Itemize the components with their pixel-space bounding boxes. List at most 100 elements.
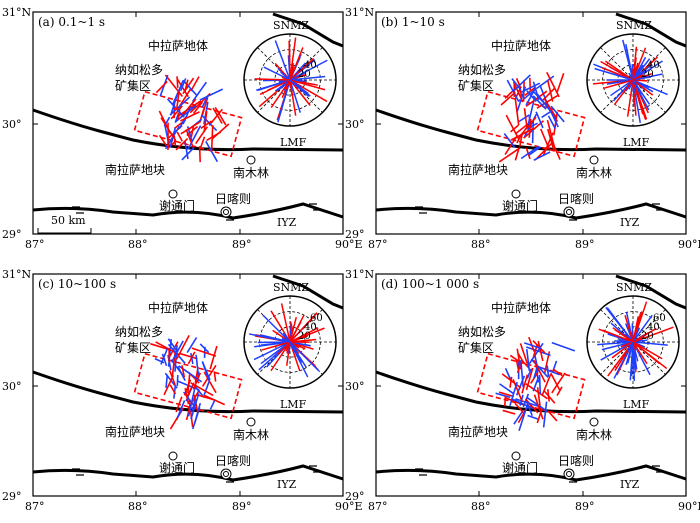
snmz-label: SNMZ <box>616 19 652 32</box>
snmz-fault <box>615 274 687 310</box>
nanmulin-marker <box>246 155 256 165</box>
rikaze-label: 日喀则 <box>558 454 594 468</box>
nanlasa-label: 南拉萨地块 <box>105 162 165 177</box>
rose-radial-tick: 40 <box>647 322 660 333</box>
rikaze-label: 日喀则 <box>215 192 251 206</box>
y-tick-label: 30° <box>345 380 365 393</box>
snmz-fault <box>272 12 344 48</box>
zhonglasa-label: 中拉萨地体 <box>491 300 551 315</box>
iyz-label: IYZ <box>277 478 297 491</box>
ore-district-label-1: 纳如松多 <box>115 324 163 339</box>
x-tick-label: 90°E <box>678 500 700 513</box>
rikaze-label: 日喀则 <box>558 192 594 206</box>
snmz-fault <box>615 12 687 48</box>
nanmulin-label: 南木林 <box>233 427 269 442</box>
rose-radial-tick: 20 <box>641 331 654 342</box>
x-tick-label: 87° <box>25 238 45 251</box>
ore-district-label-2: 矿集区 <box>458 78 494 93</box>
nanlasa-label: 南拉萨地块 <box>448 424 508 439</box>
nanlasa-label: 南拉萨地块 <box>448 162 508 177</box>
lmf-fault <box>32 370 344 414</box>
rose-radial-tick: 20 <box>298 331 311 342</box>
nanmulin-marker <box>246 417 256 427</box>
xietongmen-marker <box>511 451 521 461</box>
iyz-fault <box>32 202 344 220</box>
panel-label: (b) 1~10 s <box>381 15 445 29</box>
ore-district-label-2: 矿集区 <box>115 340 151 355</box>
lmf-fault <box>32 108 344 152</box>
snmz-label: SNMZ <box>273 281 309 294</box>
x-tick-label: 88° <box>128 238 148 251</box>
lmf-fault <box>375 370 687 414</box>
panel-frame <box>375 273 687 497</box>
y-tick-label: 29° <box>345 490 365 503</box>
x-tick-label: 90°E <box>335 238 363 251</box>
y-tick-label: 31°N <box>345 268 374 281</box>
x-tick-label: 89° <box>575 500 595 513</box>
x-tick-label: 89° <box>232 500 252 513</box>
xietongmen-label: 谢通门 <box>159 198 195 213</box>
x-tick-label: 87° <box>25 500 45 513</box>
panel-label: (a) 0.1~1 s <box>38 15 105 29</box>
nanmulin-marker <box>589 417 599 427</box>
xietongmen-marker <box>511 189 521 199</box>
ore-district-label-1: 纳如松多 <box>115 62 163 77</box>
panel-frame <box>375 11 687 235</box>
nanmulin-label: 南木林 <box>576 427 612 442</box>
y-tick-label: 30° <box>345 118 365 131</box>
rikaze-label: 日喀则 <box>215 454 251 468</box>
ore-district-box <box>133 352 243 420</box>
x-tick-label: 88° <box>128 500 148 513</box>
rose-radial-tick: 40 <box>647 60 660 71</box>
xietongmen-marker <box>168 189 178 199</box>
nanlasa-label: 南拉萨地块 <box>105 424 165 439</box>
rose-radial-tick: 60 <box>653 313 666 324</box>
ore-district-label-2: 矿集区 <box>115 78 151 93</box>
xietongmen-marker <box>168 451 178 461</box>
ore-district-label-2: 矿集区 <box>458 340 494 355</box>
rose-radial-tick: 40 <box>304 60 317 71</box>
panel-frame <box>32 11 344 235</box>
y-tick-label: 29° <box>2 490 22 503</box>
scale-label: 50 km <box>51 214 86 227</box>
x-tick-label: 88° <box>471 238 491 251</box>
xietongmen-label: 谢通门 <box>159 460 195 475</box>
x-tick-label: 89° <box>232 238 252 251</box>
rose-radial-tick: 20 <box>641 69 654 80</box>
lmf-label: LMF <box>623 136 650 149</box>
iyz-label: IYZ <box>277 216 297 229</box>
lmf-fault <box>375 108 687 152</box>
ore-district-box <box>476 352 586 420</box>
lmf-label: LMF <box>280 136 307 149</box>
x-tick-label: 87° <box>368 238 388 251</box>
snmz-label: SNMZ <box>616 281 652 294</box>
iyz-fault <box>375 202 687 220</box>
zhonglasa-label: 中拉萨地体 <box>148 38 208 53</box>
xietongmen-label: 谢通门 <box>502 198 538 213</box>
lmf-label: LMF <box>623 398 650 411</box>
y-tick-label: 31°N <box>345 6 374 19</box>
snmz-label: SNMZ <box>273 19 309 32</box>
panel-label: (c) 10~100 s <box>38 277 116 291</box>
nanmulin-label: 南木林 <box>233 165 269 180</box>
station-vectors <box>498 71 565 163</box>
iyz-fault <box>32 464 344 482</box>
scale-bar <box>37 228 92 234</box>
x-tick-label: 88° <box>471 500 491 513</box>
xietongmen-label: 谢通门 <box>502 460 538 475</box>
iyz-fault <box>375 464 687 482</box>
rose-radial-tick: 40 <box>304 322 317 333</box>
lmf-label: LMF <box>280 398 307 411</box>
panel-frame <box>32 273 344 497</box>
y-tick-label: 30° <box>2 380 22 393</box>
station-vectors <box>155 74 230 163</box>
